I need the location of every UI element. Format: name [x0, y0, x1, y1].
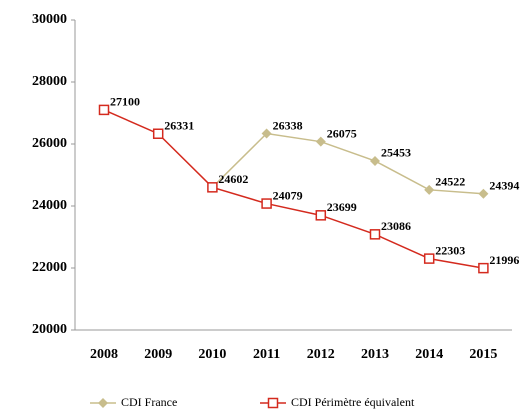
- x-tick-label: 2011: [253, 347, 280, 362]
- data-label: 25453: [381, 146, 411, 160]
- legend-label: CDI Périmètre équivalent: [291, 395, 415, 409]
- marker: [98, 398, 108, 408]
- data-label: 22303: [435, 243, 465, 257]
- marker: [478, 188, 489, 199]
- marker: [152, 128, 164, 139]
- x-tick-label: 2012: [307, 347, 335, 362]
- data-label: 27100: [110, 95, 140, 109]
- y-tick-label: 22000: [32, 260, 67, 275]
- data-label: 26331: [164, 118, 194, 132]
- data-label: 23086: [381, 219, 411, 233]
- series-line: [103, 109, 484, 269]
- data-label: 24602: [218, 172, 248, 186]
- data-label: 26338: [273, 118, 303, 132]
- marker: [261, 128, 272, 139]
- data-label: 23699: [327, 200, 357, 214]
- y-tick-label: 24000: [32, 198, 67, 213]
- y-tick-label: 30000: [32, 12, 67, 27]
- data-label: 21996: [489, 253, 519, 267]
- data-label: 26075: [327, 126, 357, 140]
- marker: [315, 136, 326, 147]
- marker: [207, 182, 218, 193]
- marker: [267, 397, 279, 409]
- marker: [369, 229, 381, 240]
- x-tick-label: 2010: [198, 347, 226, 362]
- y-tick-label: 28000: [32, 74, 67, 89]
- legend-label: CDI France: [121, 395, 177, 409]
- series-line: [211, 132, 484, 195]
- data-label: 24394: [489, 179, 519, 193]
- x-tick-label: 2013: [361, 347, 389, 362]
- marker: [315, 210, 327, 221]
- x-tick-label: 2008: [90, 347, 118, 362]
- y-tick-label: 20000: [32, 322, 67, 337]
- data-label: 24079: [273, 188, 303, 202]
- marker: [423, 253, 435, 264]
- marker: [98, 104, 110, 116]
- marker: [424, 184, 435, 195]
- x-tick-label: 2015: [469, 347, 497, 362]
- data-label: 24522: [435, 175, 465, 189]
- marker: [370, 155, 380, 166]
- marker: [478, 262, 489, 274]
- x-tick-label: 2009: [144, 347, 172, 362]
- marker: [261, 198, 272, 209]
- y-tick-label: 26000: [32, 136, 67, 151]
- x-tick-label: 2014: [415, 347, 443, 362]
